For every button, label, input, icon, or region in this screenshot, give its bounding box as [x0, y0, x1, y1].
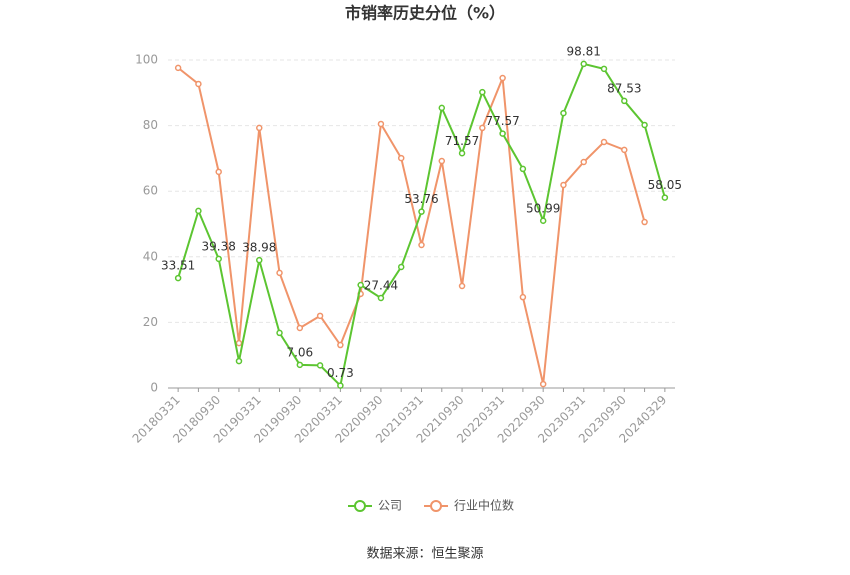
point	[438, 104, 446, 112]
data-label: 27.44	[364, 278, 398, 292]
point	[539, 217, 547, 225]
point	[539, 380, 547, 388]
point	[519, 293, 527, 301]
point	[458, 150, 466, 157]
data-label: 98.81	[567, 44, 601, 58]
point	[296, 324, 304, 332]
point	[316, 312, 324, 320]
point	[195, 80, 202, 88]
point	[397, 154, 405, 162]
point	[621, 97, 628, 105]
point	[641, 218, 648, 226]
point	[235, 339, 243, 347]
data-label: 77.57	[485, 114, 519, 128]
legend-label: 公司	[378, 499, 402, 513]
data-label: 71.57	[445, 134, 479, 148]
series-line	[177, 62, 666, 388]
data-label: 39.38	[202, 239, 236, 253]
point	[479, 124, 486, 132]
point	[377, 294, 385, 302]
point	[174, 274, 182, 282]
point	[600, 138, 608, 146]
point	[641, 121, 648, 129]
data-label: 0.73	[327, 366, 354, 380]
point	[276, 329, 283, 337]
point	[580, 158, 587, 166]
point	[438, 157, 446, 165]
point	[661, 194, 669, 201]
point	[580, 60, 587, 68]
point	[357, 281, 364, 289]
point	[458, 282, 466, 290]
data-label: 53.76	[404, 192, 438, 206]
point	[276, 269, 283, 277]
y-tick-label: 100	[135, 53, 158, 67]
point	[337, 341, 344, 349]
point	[235, 357, 243, 365]
data-label: 87.53	[607, 81, 641, 95]
data-label: 50.99	[526, 201, 560, 215]
point	[397, 263, 405, 271]
point	[316, 362, 324, 369]
point	[418, 241, 425, 249]
point	[621, 146, 628, 154]
legend-marker	[430, 500, 443, 512]
point	[479, 88, 486, 96]
legend-label: 行业中位数	[454, 498, 514, 513]
point	[499, 74, 506, 82]
legend-marker	[354, 500, 366, 512]
point	[519, 165, 527, 173]
point	[296, 361, 304, 369]
y-tick-label: 0	[150, 381, 158, 395]
data-label: 33.51	[161, 259, 195, 273]
point	[195, 207, 202, 215]
point	[377, 120, 385, 128]
y-tick-label: 40	[143, 249, 158, 263]
data-label: 38.98	[242, 241, 276, 255]
data-label: 58.05	[648, 178, 682, 192]
point	[174, 64, 182, 72]
point	[256, 124, 263, 132]
source: 数据来源：恒生聚源	[366, 547, 483, 562]
point	[499, 130, 506, 137]
point	[560, 109, 567, 117]
y-tick-label: 20	[143, 315, 158, 329]
series-line	[177, 67, 646, 385]
point	[337, 382, 344, 389]
chart-title: 市销率历史分位（%）	[345, 4, 505, 23]
point	[600, 65, 608, 73]
point	[560, 181, 567, 189]
y-tick-label: 60	[143, 184, 158, 198]
point	[418, 208, 425, 215]
point	[215, 255, 222, 263]
point	[256, 256, 263, 264]
point	[215, 168, 222, 176]
data-label: 7.06	[286, 345, 313, 359]
y-tick-label: 80	[143, 118, 158, 132]
